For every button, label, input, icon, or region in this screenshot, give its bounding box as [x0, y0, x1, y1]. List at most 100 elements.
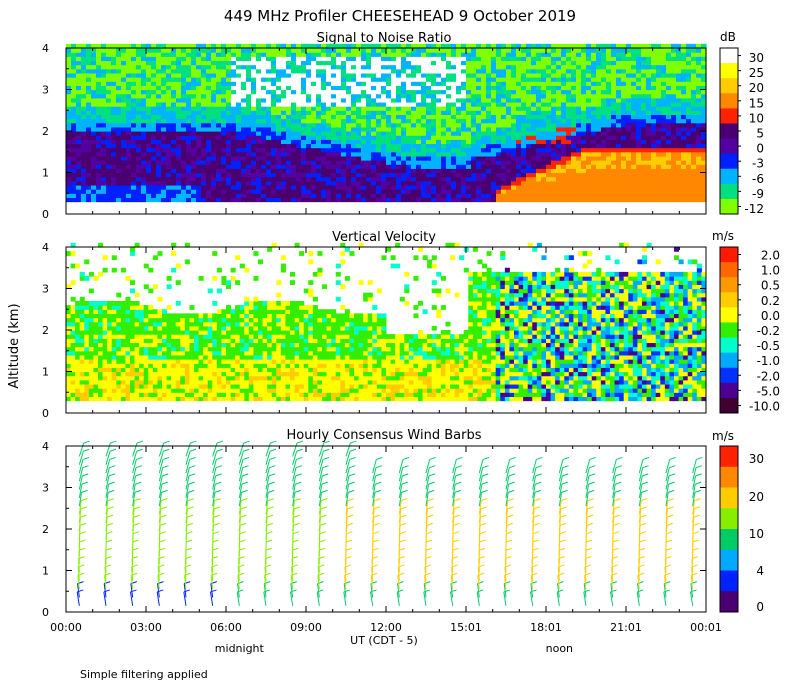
snr-cell: [596, 184, 602, 190]
snr-cell: [506, 193, 512, 198]
snr-cell: [551, 147, 557, 153]
snr-cell: [666, 122, 672, 128]
snr-cell: [346, 48, 352, 53]
snr-cell: [466, 93, 472, 99]
snr-cell: [136, 68, 142, 74]
snr-cell: [131, 43, 137, 49]
snr-cell: [141, 48, 147, 53]
snr-cell: [616, 143, 622, 149]
snr-cell: [341, 68, 347, 74]
snr-cell: [371, 114, 377, 120]
snr-cell: [296, 81, 302, 86]
snr-cell: [316, 81, 322, 86]
snr-cell: [351, 168, 357, 174]
snr-cell: [536, 168, 542, 174]
snr-cell: [131, 110, 137, 115]
snr-cell: [246, 52, 252, 57]
snr-cell: [236, 118, 242, 124]
snr-cell: [261, 189, 267, 194]
snr-cell: [116, 101, 122, 107]
snr-cell: [276, 160, 282, 165]
snr-cell: [226, 85, 232, 91]
snr-cell: [486, 143, 492, 149]
snr-cell: [651, 139, 657, 145]
snr-cell: [601, 93, 607, 99]
snr-cell: [576, 85, 582, 91]
snr-cell: [156, 93, 162, 99]
snr-cell: [216, 101, 222, 107]
snr-cell: [346, 68, 352, 74]
snr-cell: [136, 189, 142, 194]
snr-cell: [176, 131, 182, 136]
snr-cell: [366, 184, 372, 190]
snr-cell: [541, 189, 547, 194]
snr-cell: [321, 43, 327, 49]
snr-cell: [366, 180, 372, 186]
snr-cell: [606, 143, 612, 149]
snr-cell: [696, 193, 702, 198]
snr-cell: [561, 189, 567, 194]
snr-cell: [101, 197, 107, 203]
vv-cell: [66, 321, 72, 327]
snr-cell: [381, 68, 387, 74]
snr-cell: [456, 72, 462, 78]
snr-cell: [696, 48, 702, 53]
snr-cell: [501, 139, 507, 145]
snr-cell: [396, 164, 402, 169]
snr-cell: [551, 184, 557, 190]
snr-cell: [371, 151, 377, 157]
snr-cell: [381, 97, 387, 103]
snr-cell: [506, 101, 512, 107]
vv-cell: [66, 371, 72, 377]
snr-cell: [386, 122, 392, 128]
snr-cell: [436, 85, 442, 91]
snr-cell: [691, 52, 697, 57]
snr-cell: [471, 114, 477, 120]
snr-cell: [206, 114, 212, 120]
snr-cell: [531, 189, 537, 194]
snr-cell: [481, 56, 487, 62]
snr-cell: [701, 81, 707, 86]
snr-cell: [141, 52, 147, 57]
snr-cell: [686, 151, 692, 157]
snr-cell: [151, 151, 157, 157]
snr-cell: [596, 160, 602, 165]
snr-cell: [386, 52, 392, 57]
snr-cell: [346, 52, 352, 57]
snr-cell: [486, 48, 492, 53]
snr-cell: [651, 93, 657, 99]
snr-cell: [381, 151, 387, 157]
snr-cell: [226, 131, 232, 136]
snr-cell: [611, 72, 617, 78]
snr-cell: [701, 56, 707, 62]
snr-cell: [381, 114, 387, 120]
snr-cell: [536, 72, 542, 78]
snr-cell: [311, 147, 317, 153]
snr-cell: [136, 60, 142, 66]
snr-cell: [661, 135, 667, 140]
snr-cell: [541, 151, 547, 157]
snr-cell: [181, 52, 187, 57]
snr-cell: [311, 193, 317, 198]
snr-cell: [511, 172, 517, 178]
snr-cell: [126, 139, 132, 145]
snr-cell: [381, 72, 387, 78]
snr-cell: [216, 64, 222, 70]
snr-cell: [296, 189, 302, 194]
snr-cell: [426, 151, 432, 157]
snr-cell: [281, 68, 287, 74]
snr-cell: [276, 135, 282, 140]
snr-cell: [371, 56, 377, 62]
snr-cell: [71, 189, 77, 194]
snr-cell: [671, 184, 677, 190]
snr-cell: [91, 193, 97, 198]
snr-cell: [526, 52, 532, 57]
snr-cell: [556, 164, 562, 169]
snr-cell: [326, 89, 332, 95]
snr-cell: [131, 139, 137, 145]
snr-cell: [526, 72, 532, 78]
snr-cell: [221, 101, 227, 107]
snr-cell: [576, 122, 582, 128]
snr-cell: [116, 164, 122, 169]
snr-cell: [631, 64, 637, 70]
